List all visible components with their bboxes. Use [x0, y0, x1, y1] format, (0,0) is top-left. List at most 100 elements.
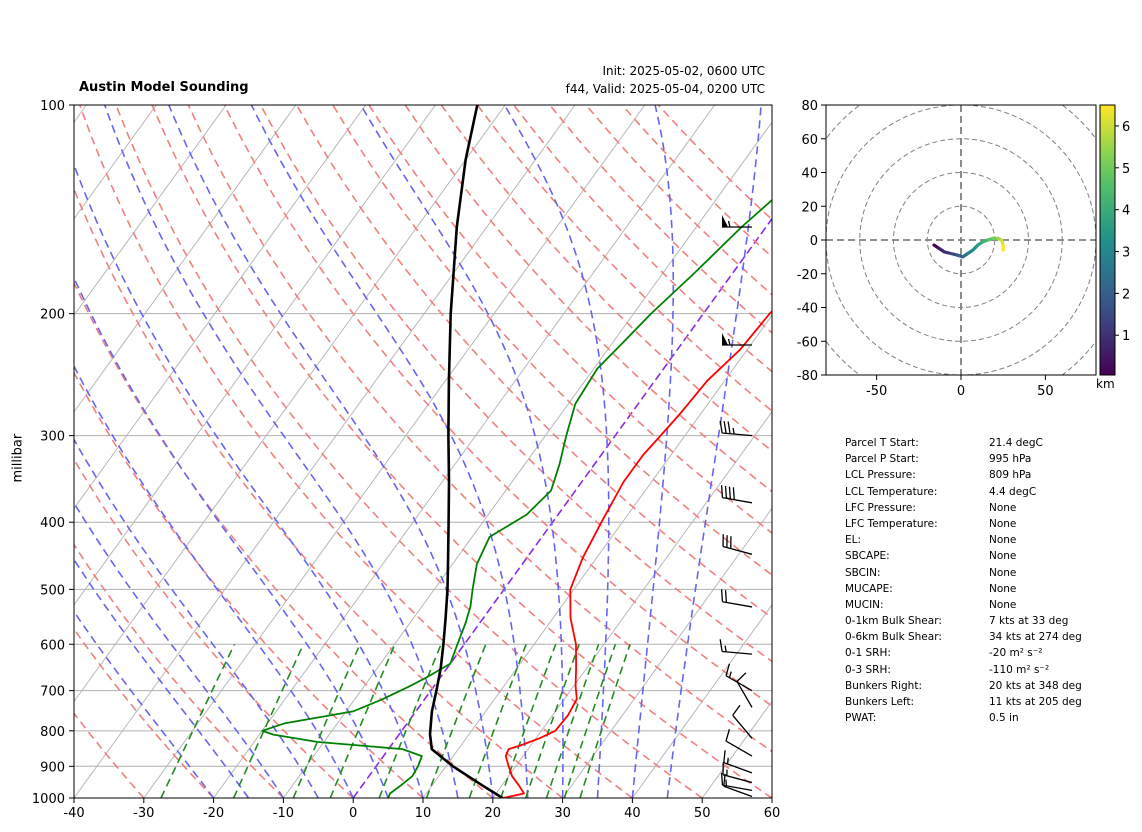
- stat-value: None: [989, 534, 1017, 547]
- wind-barb: [720, 772, 753, 792]
- hodo-y-tick-label: 80: [801, 99, 818, 114]
- colorbar-tick-label: 4: [1122, 204, 1130, 219]
- barb-full: [720, 772, 724, 786]
- stat-value: 11 kts at 205 deg: [989, 696, 1082, 708]
- isotherm-line: [143, 105, 646, 798]
- hodo-y-tick-label: 60: [801, 133, 818, 148]
- stat-value: 0.5 in: [989, 712, 1019, 725]
- stat-label: 0-1 SRH:: [845, 647, 891, 660]
- skew-t-plot-area: [74, 105, 772, 798]
- moist-adiabat-line: [360, 105, 564, 798]
- dry-adiabat-line: [74, 187, 564, 798]
- barb-full: [725, 663, 731, 676]
- stat-label: MUCIN:: [845, 598, 884, 611]
- isotherm-line: [74, 105, 367, 510]
- hodo-y-tick-label: -60: [797, 335, 818, 350]
- mixing-ratio-line: [329, 643, 396, 798]
- stat-value: None: [989, 550, 1017, 563]
- stat-label: 0-6km Bulk Shear:: [845, 631, 942, 644]
- moist-adiabat-line: [74, 501, 285, 798]
- isotherm-line: [631, 604, 772, 798]
- barb-full: [732, 704, 741, 716]
- colorbar-label: km: [1096, 377, 1115, 391]
- x-tick-label: -40: [63, 806, 84, 821]
- y-tick-label: 600: [40, 638, 65, 653]
- run-info: Init: 2025-05-02, 0600 UTC f44, Valid: 2…: [566, 62, 765, 98]
- stat-label: MUCAPE:: [845, 582, 893, 595]
- barb-staff: [722, 496, 753, 504]
- y-tick-label: 200: [40, 308, 65, 323]
- barb-staff: [725, 740, 753, 757]
- stat-value: 995 hPa: [989, 453, 1032, 466]
- stat-label: LCL Temperature:: [845, 485, 938, 498]
- x-tick-label: 30: [554, 806, 571, 821]
- stat-value: 809 hPa: [989, 469, 1032, 482]
- moist-adiabat-line: [666, 105, 762, 798]
- barb-full: [724, 485, 728, 499]
- zero-isotherm: [352, 217, 772, 798]
- isotherm-line: [74, 105, 227, 317]
- barb-flag: [722, 215, 728, 228]
- dry-adiabat-line: [296, 105, 772, 619]
- barb-half: [726, 757, 729, 765]
- y-axis-label: millibar: [10, 433, 26, 483]
- mixing-ratio-line: [292, 643, 361, 798]
- isotherm-line: [74, 105, 506, 703]
- stat-label: Bunkers Left:: [845, 696, 915, 708]
- hodo-y-tick-label: -80: [797, 369, 818, 384]
- moist-adiabat-line: [74, 558, 250, 798]
- stat-value: None: [989, 517, 1017, 530]
- x-tick-label: 10: [415, 806, 432, 821]
- hodo-y-tick-label: 0: [810, 234, 818, 249]
- barb-full: [732, 487, 735, 500]
- barb-full: [728, 486, 731, 500]
- mixing-ratio-line: [525, 644, 580, 798]
- x-tick-label: -30: [133, 806, 154, 821]
- colorbar-tick-label: 3: [1122, 246, 1130, 261]
- barb-full: [719, 420, 723, 434]
- dry-adiabat-line: [404, 105, 772, 493]
- x-tick-label: 60: [764, 806, 781, 821]
- dewpoint-profile: [261, 198, 772, 798]
- x-tick-label: -20: [203, 806, 224, 821]
- mixing-ratio-line: [563, 644, 617, 798]
- hodograph-plot-area: [826, 105, 1096, 375]
- barb-full: [723, 750, 726, 763]
- y-tick-label: 900: [40, 760, 65, 775]
- stat-value: -110 m² s⁻²: [989, 663, 1050, 676]
- stat-label: SBCIN:: [845, 566, 881, 579]
- init-time: Init: 2025-05-02, 0600 UTC: [602, 64, 765, 78]
- wind-barb: [736, 672, 753, 708]
- dry-adiabat-line: [79, 105, 633, 798]
- barb-staff: [722, 650, 753, 655]
- stat-label: SBCAPE:: [845, 550, 890, 563]
- stat-value: None: [989, 598, 1017, 611]
- hodo-y-tick-label: 40: [801, 167, 818, 182]
- barb-full: [723, 773, 726, 787]
- dry-adiabat-line: [74, 281, 494, 798]
- wind-barb: [723, 773, 753, 798]
- wind-barb: [732, 704, 753, 739]
- dry-adiabat-line: [74, 543, 284, 798]
- y-tick-label: 500: [40, 583, 65, 598]
- x-tick-label: 20: [485, 806, 502, 821]
- dry-adiabat-line: [115, 105, 703, 798]
- stat-label: Parcel P Start:: [845, 453, 919, 466]
- barb-staff: [722, 774, 753, 784]
- barb-half: [724, 645, 727, 652]
- barb-staff: [722, 784, 753, 792]
- barb-half: [732, 427, 735, 435]
- barb-staff: [722, 601, 753, 608]
- barb-staff: [722, 545, 753, 555]
- wind-barb: [722, 333, 752, 346]
- barb-full: [736, 672, 747, 682]
- isotherm-line: [422, 314, 772, 798]
- mixing-ratio-line: [425, 644, 487, 798]
- y-tick-label: 700: [40, 685, 65, 700]
- stat-value: None: [989, 566, 1017, 579]
- barb-staff: [723, 762, 753, 774]
- colorbar-tick-label: 6: [1122, 120, 1130, 135]
- x-tick-label: -10: [273, 806, 294, 821]
- moist-adiabat-line: [503, 105, 610, 798]
